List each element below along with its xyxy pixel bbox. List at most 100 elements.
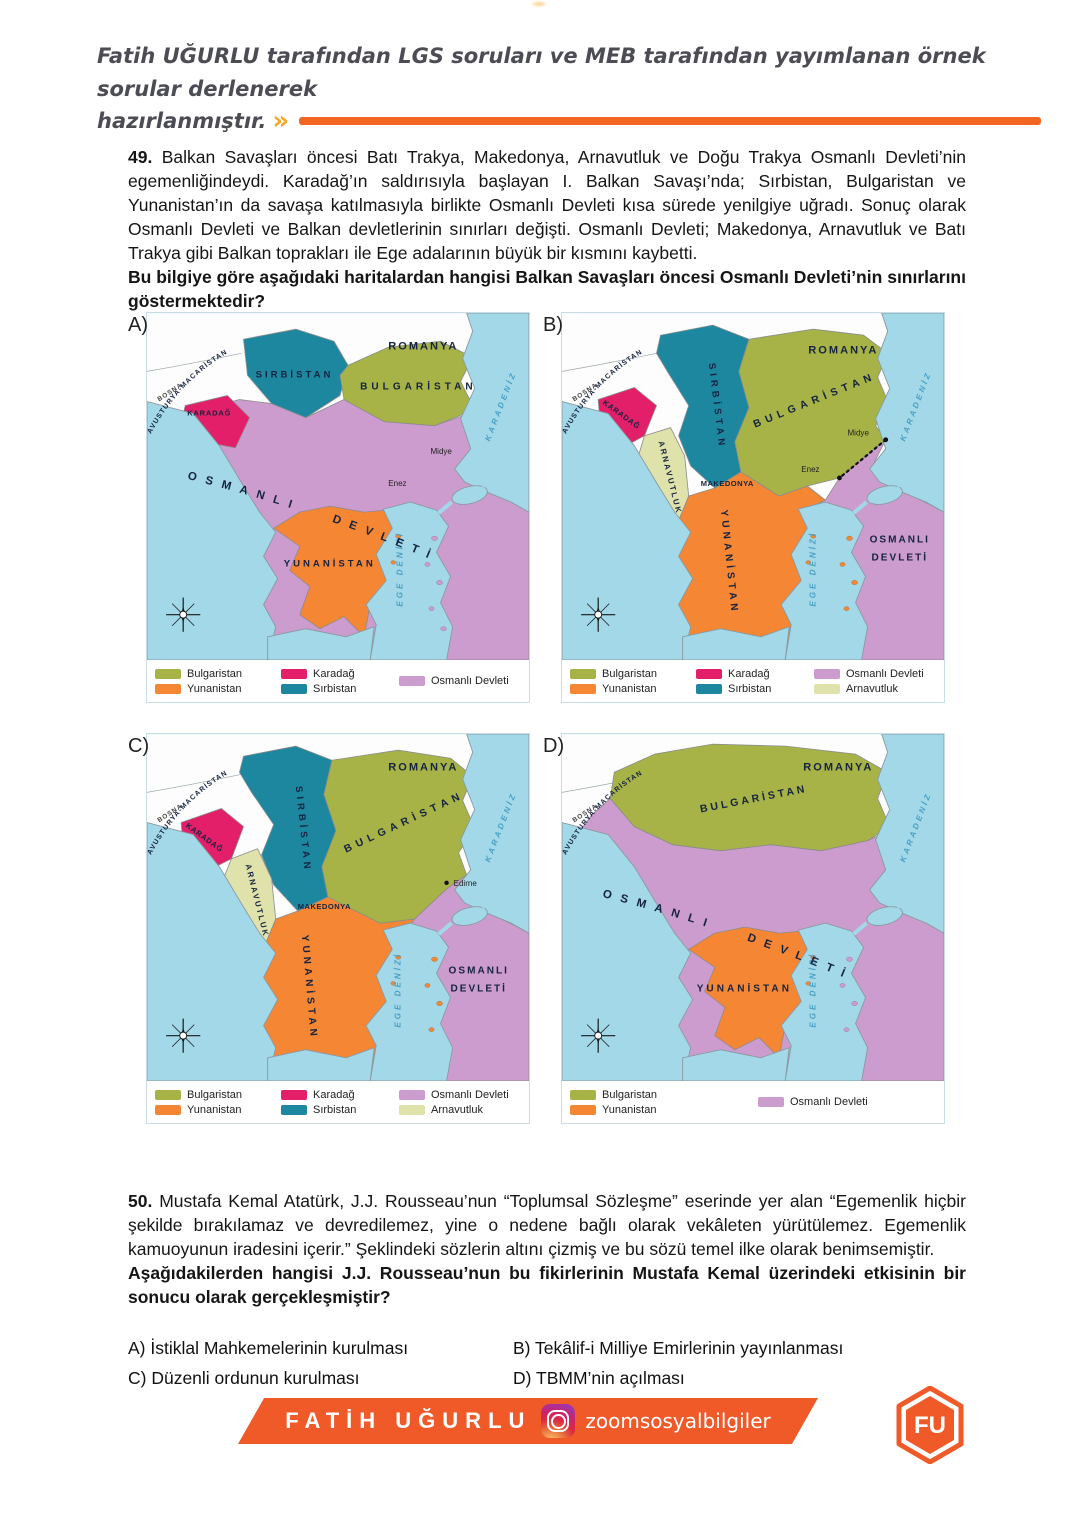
fu-logo-image: FU <box>896 1385 964 1465</box>
sea-label-aegean: EGE DENİZİ <box>393 952 402 1028</box>
map-b-image: AVUSTURYA-MACARİSTAN BOSNA ROMANYA KARAD… <box>562 313 944 660</box>
country-label-romania: ROMANYA <box>388 340 458 352</box>
country-label-romania: ROMANYA <box>803 761 873 773</box>
compass-rose-icon <box>581 597 616 632</box>
city-label-enez: Enez <box>801 465 819 474</box>
option-a-label: A) <box>128 314 148 336</box>
legend-item: Osmanlı Devleti <box>758 1096 936 1108</box>
legend-swatch-montenegro <box>281 668 307 679</box>
country-label-romania: ROMANYA <box>388 761 458 773</box>
sea-label-aegean: EGE DENİZİ <box>395 531 404 607</box>
map-option-a: A) <box>128 312 530 703</box>
country-label-ottoman-line1: OSMANLI <box>449 965 509 976</box>
legend-swatch-ottoman <box>399 676 425 686</box>
double-chevron-icon: » <box>272 106 290 137</box>
legend-item: Bulgaristan <box>570 1089 696 1101</box>
country-label-montenegro: KARADAĞ <box>187 409 231 418</box>
map-b-legend: Bulgaristan Yunanistan Karadağ Sırbistan… <box>562 660 944 702</box>
header-line2: hazırlanmıştır. <box>97 109 267 134</box>
option-d-label: D) <box>543 735 565 757</box>
option-a: A) İstiklal Mahkemelerinin kurulması <box>128 1338 409 1358</box>
city-label-midye: Midye <box>847 429 869 438</box>
legend-swatch-greece <box>570 683 596 694</box>
legend-swatch-albania <box>399 1104 425 1115</box>
legend-item: Bulgaristan <box>155 1089 281 1101</box>
question-49-body: 49. Balkan Savaşları öncesi Batı Trakya,… <box>128 147 966 263</box>
city-label-midye: Midye <box>430 447 452 456</box>
legend-item: Yunanistan <box>570 683 696 695</box>
legend-swatch-greece <box>155 1104 181 1115</box>
country-label-ottoman-line1: OSMANLI <box>870 534 930 545</box>
map-option-c: C) <box>128 733 530 1124</box>
compass-rose-icon <box>166 597 201 632</box>
legend-swatch-bulgaria <box>570 668 596 679</box>
legend-item: Karadağ <box>696 668 814 680</box>
legend-swatch-bulgaria <box>570 1089 596 1100</box>
legend-swatch-greece <box>155 683 181 694</box>
legend-item: Osmanlı Devleti <box>399 1089 521 1101</box>
question-50-options: A) İstiklal Mahkemelerinin kurulması B) … <box>128 1338 966 1389</box>
legend-item: Yunanistan <box>155 683 281 695</box>
header: Fatih UĞURLU tarafından LGS soruları ve … <box>97 40 1042 138</box>
map-b-frame: AVUSTURYA-MACARİSTAN BOSNA ROMANYA KARAD… <box>561 312 945 703</box>
header-rule <box>299 117 1042 126</box>
legend-swatch-montenegro <box>696 668 722 679</box>
option-b: B) Tekâlif-i Milliye Emirlerinin yayınla… <box>513 1338 844 1358</box>
map-d-frame: AVUSTURYA-MACARİSTAN BOSNA ROMANYA KARAD… <box>561 733 945 1124</box>
legend-item: Arnavutluk <box>814 683 936 695</box>
instagram-handle: zoomsosyalbilgiler <box>585 1409 771 1433</box>
legend-swatch-greece <box>570 1104 596 1115</box>
legend-swatch-ottoman <box>399 1089 425 1100</box>
country-label-romania: ROMANYA <box>808 344 878 356</box>
header-line1: Fatih UĞURLU tarafından LGS soruları ve … <box>97 44 986 101</box>
legend-item: Bulgaristan <box>155 668 281 680</box>
legend-item: Osmanlı Devleti <box>399 675 521 687</box>
midye-enez-dotted-line <box>838 438 887 480</box>
legend-item: Arnavutluk <box>399 1104 521 1116</box>
map-options-grid: A) <box>128 312 948 1124</box>
legend-swatch-serbia <box>281 683 307 694</box>
country-label-ottoman-line2: DEVLETİ <box>450 981 507 994</box>
question-49: 49. Balkan Savaşları öncesi Batı Trakya,… <box>128 146 966 314</box>
question-50: 50. Mustafa Kemal Atatürk, J.J. Rousseau… <box>128 1190 966 1310</box>
country-label-bulgaria: BULGARİSTAN <box>360 379 477 392</box>
legend-item: Yunanistan <box>570 1104 696 1116</box>
option-d: D) TBMM’nin açılması <box>513 1368 685 1388</box>
region-label-macedonia: MAKEDONYA <box>298 902 351 911</box>
legend-swatch-serbia <box>281 1104 307 1115</box>
map-a-frame: AVUSTURYA-MACARİSTAN BOSNA ROMANYA KARAD… <box>146 312 530 703</box>
map-c-image: AVUSTURYA-MACARİSTAN BOSNA ROMANYA KARAD… <box>147 734 529 1081</box>
page-top-mark <box>530 0 548 8</box>
legend-swatch-bulgaria <box>155 668 181 679</box>
city-label-enez: Enez <box>388 479 406 488</box>
legend-item: Sırbistan <box>281 1104 399 1116</box>
option-c: C) Düzenli ordunun kurulması <box>128 1368 360 1388</box>
map-a-legend: Bulgaristan Yunanistan Karadağ Sırbistan… <box>147 660 529 702</box>
compass-rose-icon <box>166 1018 201 1053</box>
legend-item: Karadağ <box>281 668 399 680</box>
option-c-label: C) <box>128 735 150 757</box>
country-label-greece: YUNANİSTAN <box>697 981 792 994</box>
legend-swatch-ottoman <box>758 1097 784 1107</box>
sea-label-aegean: EGE DENİZİ <box>808 952 817 1028</box>
city-dot-edirne <box>444 880 449 886</box>
region-label-macedonia: MAKEDONYA <box>701 479 754 488</box>
legend-item: Sırbistan <box>281 683 399 695</box>
map-c-frame: AVUSTURYA-MACARİSTAN BOSNA ROMANYA KARAD… <box>146 733 530 1124</box>
fu-logo-text: FU <box>914 1412 946 1439</box>
country-label-ottoman-line2: DEVLETİ <box>872 550 929 563</box>
question-50-stem: Aşağıdakilerden hangisi J.J. Rousseau’nu… <box>128 1262 966 1307</box>
city-label-edirne: Edirne <box>454 879 478 888</box>
option-b-label: B) <box>543 314 563 336</box>
legend-item: Yunanistan <box>155 1104 281 1116</box>
instagram-icon <box>541 1404 576 1438</box>
map-option-d: D) AV <box>543 733 945 1124</box>
question-50-number: 50. <box>128 1191 153 1211</box>
legend-item: Sırbistan <box>696 683 814 695</box>
footer-banner: FATİH UĞURLU zoomsosyalbilgiler <box>238 1398 818 1444</box>
fu-logo: FU <box>894 1385 966 1469</box>
country-label-greece: YUNANİSTAN <box>284 558 376 569</box>
legend-swatch-serbia <box>696 683 722 694</box>
map-a-image: AVUSTURYA-MACARİSTAN BOSNA ROMANYA KARAD… <box>147 313 529 660</box>
